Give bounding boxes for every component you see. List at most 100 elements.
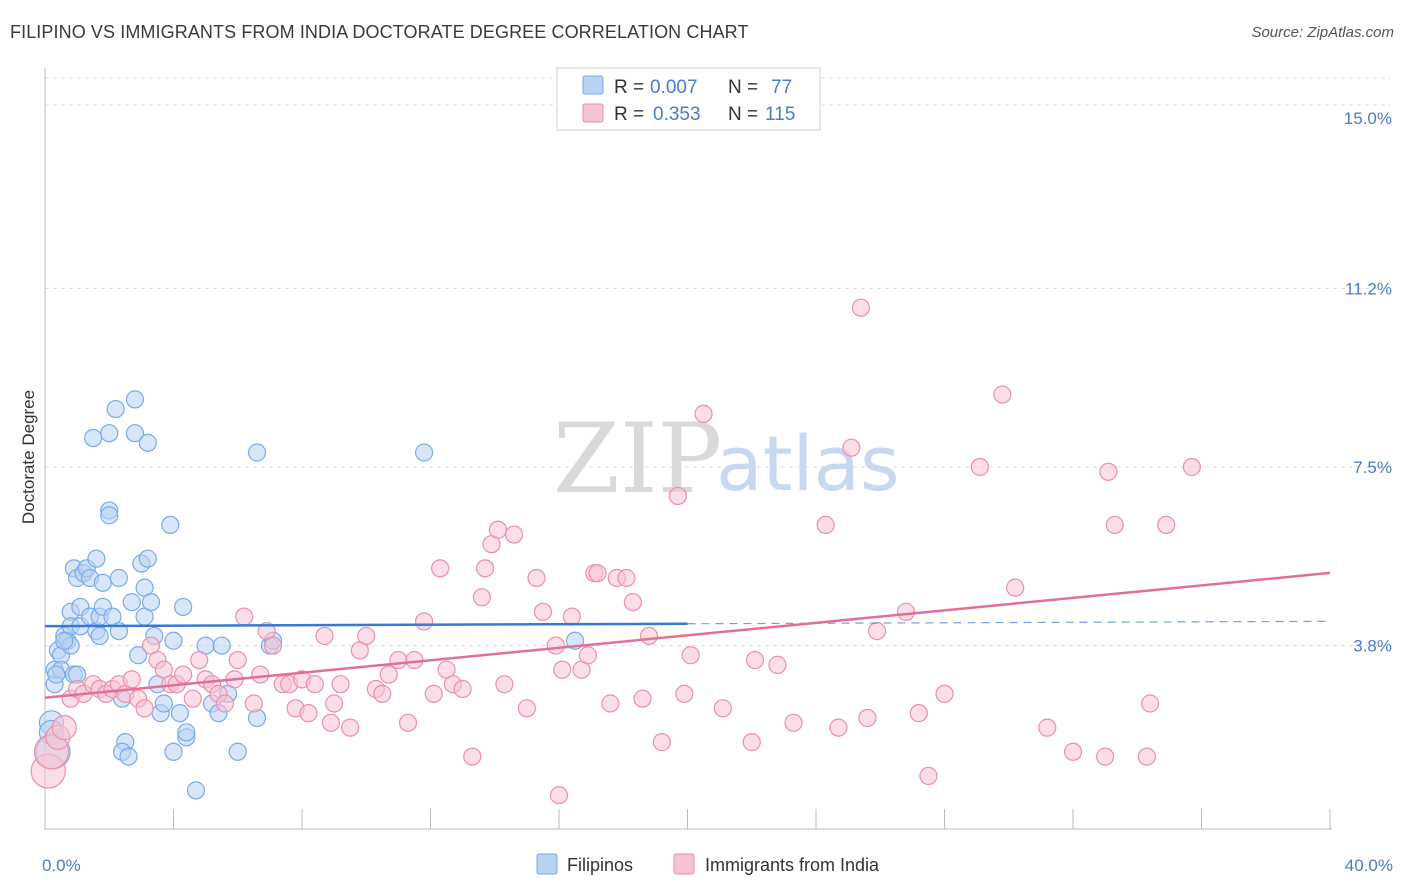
axes xyxy=(44,68,1332,830)
chart-title: FILIPINO VS IMMIGRANTS FROM INDIA DOCTOR… xyxy=(10,22,749,42)
y-tick-label-1: 7.5% xyxy=(1353,458,1392,477)
watermark-atlas: atlas xyxy=(716,419,900,508)
india-point-13 xyxy=(122,670,141,689)
india-point-93 xyxy=(816,515,835,535)
india-point-40 xyxy=(305,675,324,694)
filipinos-point-30 xyxy=(100,506,119,525)
filipinos-point-69 xyxy=(414,443,434,462)
filipinos-point-41 xyxy=(129,646,148,665)
filipinos-point-72 xyxy=(47,665,66,684)
y-tick-labels: 3.8% 7.5% 11.2% 15.0% xyxy=(1344,109,1392,656)
india-point-105 xyxy=(1006,578,1025,597)
filipinos-point-45 xyxy=(138,433,157,452)
india-point-111 xyxy=(1137,747,1156,766)
india-point-98 xyxy=(867,621,887,641)
india-point-83 xyxy=(652,733,671,752)
bottom-legend-swatch-filipinos xyxy=(536,853,558,875)
india-point-61 xyxy=(472,588,491,607)
india-point-88 xyxy=(713,699,732,718)
india-point-113 xyxy=(1157,515,1176,535)
filipinos-point-21 xyxy=(84,428,103,448)
india-point-15 xyxy=(135,699,154,718)
filipinos-point-52 xyxy=(161,515,180,535)
india-point-103 xyxy=(970,457,989,477)
filipinos-point-40 xyxy=(125,390,145,409)
india-point-21 xyxy=(174,665,193,684)
india-point-99 xyxy=(896,602,916,621)
legend-n-value-1: 77 xyxy=(771,77,792,98)
india-point-68 xyxy=(527,568,546,588)
filipinos-point-38 xyxy=(122,593,141,612)
india-point-51 xyxy=(389,650,408,670)
filipinos-point-53 xyxy=(164,742,183,761)
india-point-90 xyxy=(745,650,765,670)
filipinos-point-76 xyxy=(164,631,183,650)
india-point-72 xyxy=(562,607,581,626)
india-point-43 xyxy=(325,694,344,713)
india-point-3 xyxy=(51,715,77,741)
filipinos-point-22 xyxy=(87,549,106,568)
x-tick-label-0: 0.0% xyxy=(42,856,81,875)
y-tick-label-0: 3.8% xyxy=(1353,637,1392,656)
india-point-70 xyxy=(546,636,565,655)
x-tick-label-1: 40.0% xyxy=(1345,856,1393,875)
india-point-85 xyxy=(675,684,694,703)
india-point-31 xyxy=(244,694,263,713)
bottom-legend: Filipinos Immigrants from India xyxy=(536,853,880,875)
india-point-104 xyxy=(993,385,1012,404)
india-point-59 xyxy=(453,679,472,699)
india-point-115 xyxy=(549,786,569,805)
india-point-54 xyxy=(414,612,434,631)
india-point-107 xyxy=(1063,742,1083,761)
y-tick-label-2: 11.2% xyxy=(1345,279,1392,298)
india-point-91 xyxy=(768,655,787,674)
india-point-94 xyxy=(829,718,848,737)
filipinos-point-73 xyxy=(55,631,74,650)
india-point-101 xyxy=(919,766,938,786)
filipinos-point-27 xyxy=(93,573,112,592)
watermark: ZIP atlas xyxy=(553,403,900,515)
india-point-79 xyxy=(617,568,636,588)
india-point-65 xyxy=(495,675,514,694)
grid-lines xyxy=(45,77,1390,647)
legend-r-label-1: R = xyxy=(614,77,644,98)
india-point-96 xyxy=(851,298,871,317)
india-point-109 xyxy=(1099,462,1118,481)
india-point-22 xyxy=(183,689,202,708)
india-trend-line xyxy=(44,571,1331,699)
india-point-32 xyxy=(251,665,270,684)
india-point-87 xyxy=(694,404,713,423)
india-point-39 xyxy=(299,704,318,723)
india-point-64 xyxy=(488,520,508,539)
y-tick-label-3: 15.0% xyxy=(1344,109,1392,128)
legend-r-value-1: 0.007 xyxy=(650,77,698,98)
filipinos-point-39 xyxy=(125,424,145,443)
legend-swatch-india xyxy=(582,103,604,123)
india-points xyxy=(30,298,1201,805)
india-point-52 xyxy=(398,713,418,732)
watermark-zip: ZIP xyxy=(553,403,722,515)
india-point-55 xyxy=(424,684,443,703)
filipinos-trend-extension xyxy=(687,620,1331,625)
india-point-56 xyxy=(431,559,450,578)
india-point-34 xyxy=(263,636,283,655)
filipinos-point-55 xyxy=(174,597,193,617)
india-point-71 xyxy=(553,660,572,679)
india-point-102 xyxy=(935,684,954,703)
india-point-106 xyxy=(1038,718,1057,737)
india-point-97 xyxy=(858,708,877,728)
india-point-92 xyxy=(784,713,803,732)
filipinos-point-51 xyxy=(154,694,173,713)
india-point-80 xyxy=(623,593,642,612)
india-point-60 xyxy=(463,747,482,766)
india-point-62 xyxy=(476,559,495,578)
india-point-69 xyxy=(533,602,553,621)
india-point-44 xyxy=(331,675,350,694)
legend-r-label-2: R = xyxy=(614,104,644,125)
filipinos-point-62 xyxy=(212,636,231,655)
india-point-110 xyxy=(1105,515,1124,535)
india-point-47 xyxy=(357,626,376,646)
india-point-100 xyxy=(909,704,928,723)
legend-n-label-1: N = xyxy=(728,77,758,98)
india-point-76 xyxy=(588,564,607,583)
